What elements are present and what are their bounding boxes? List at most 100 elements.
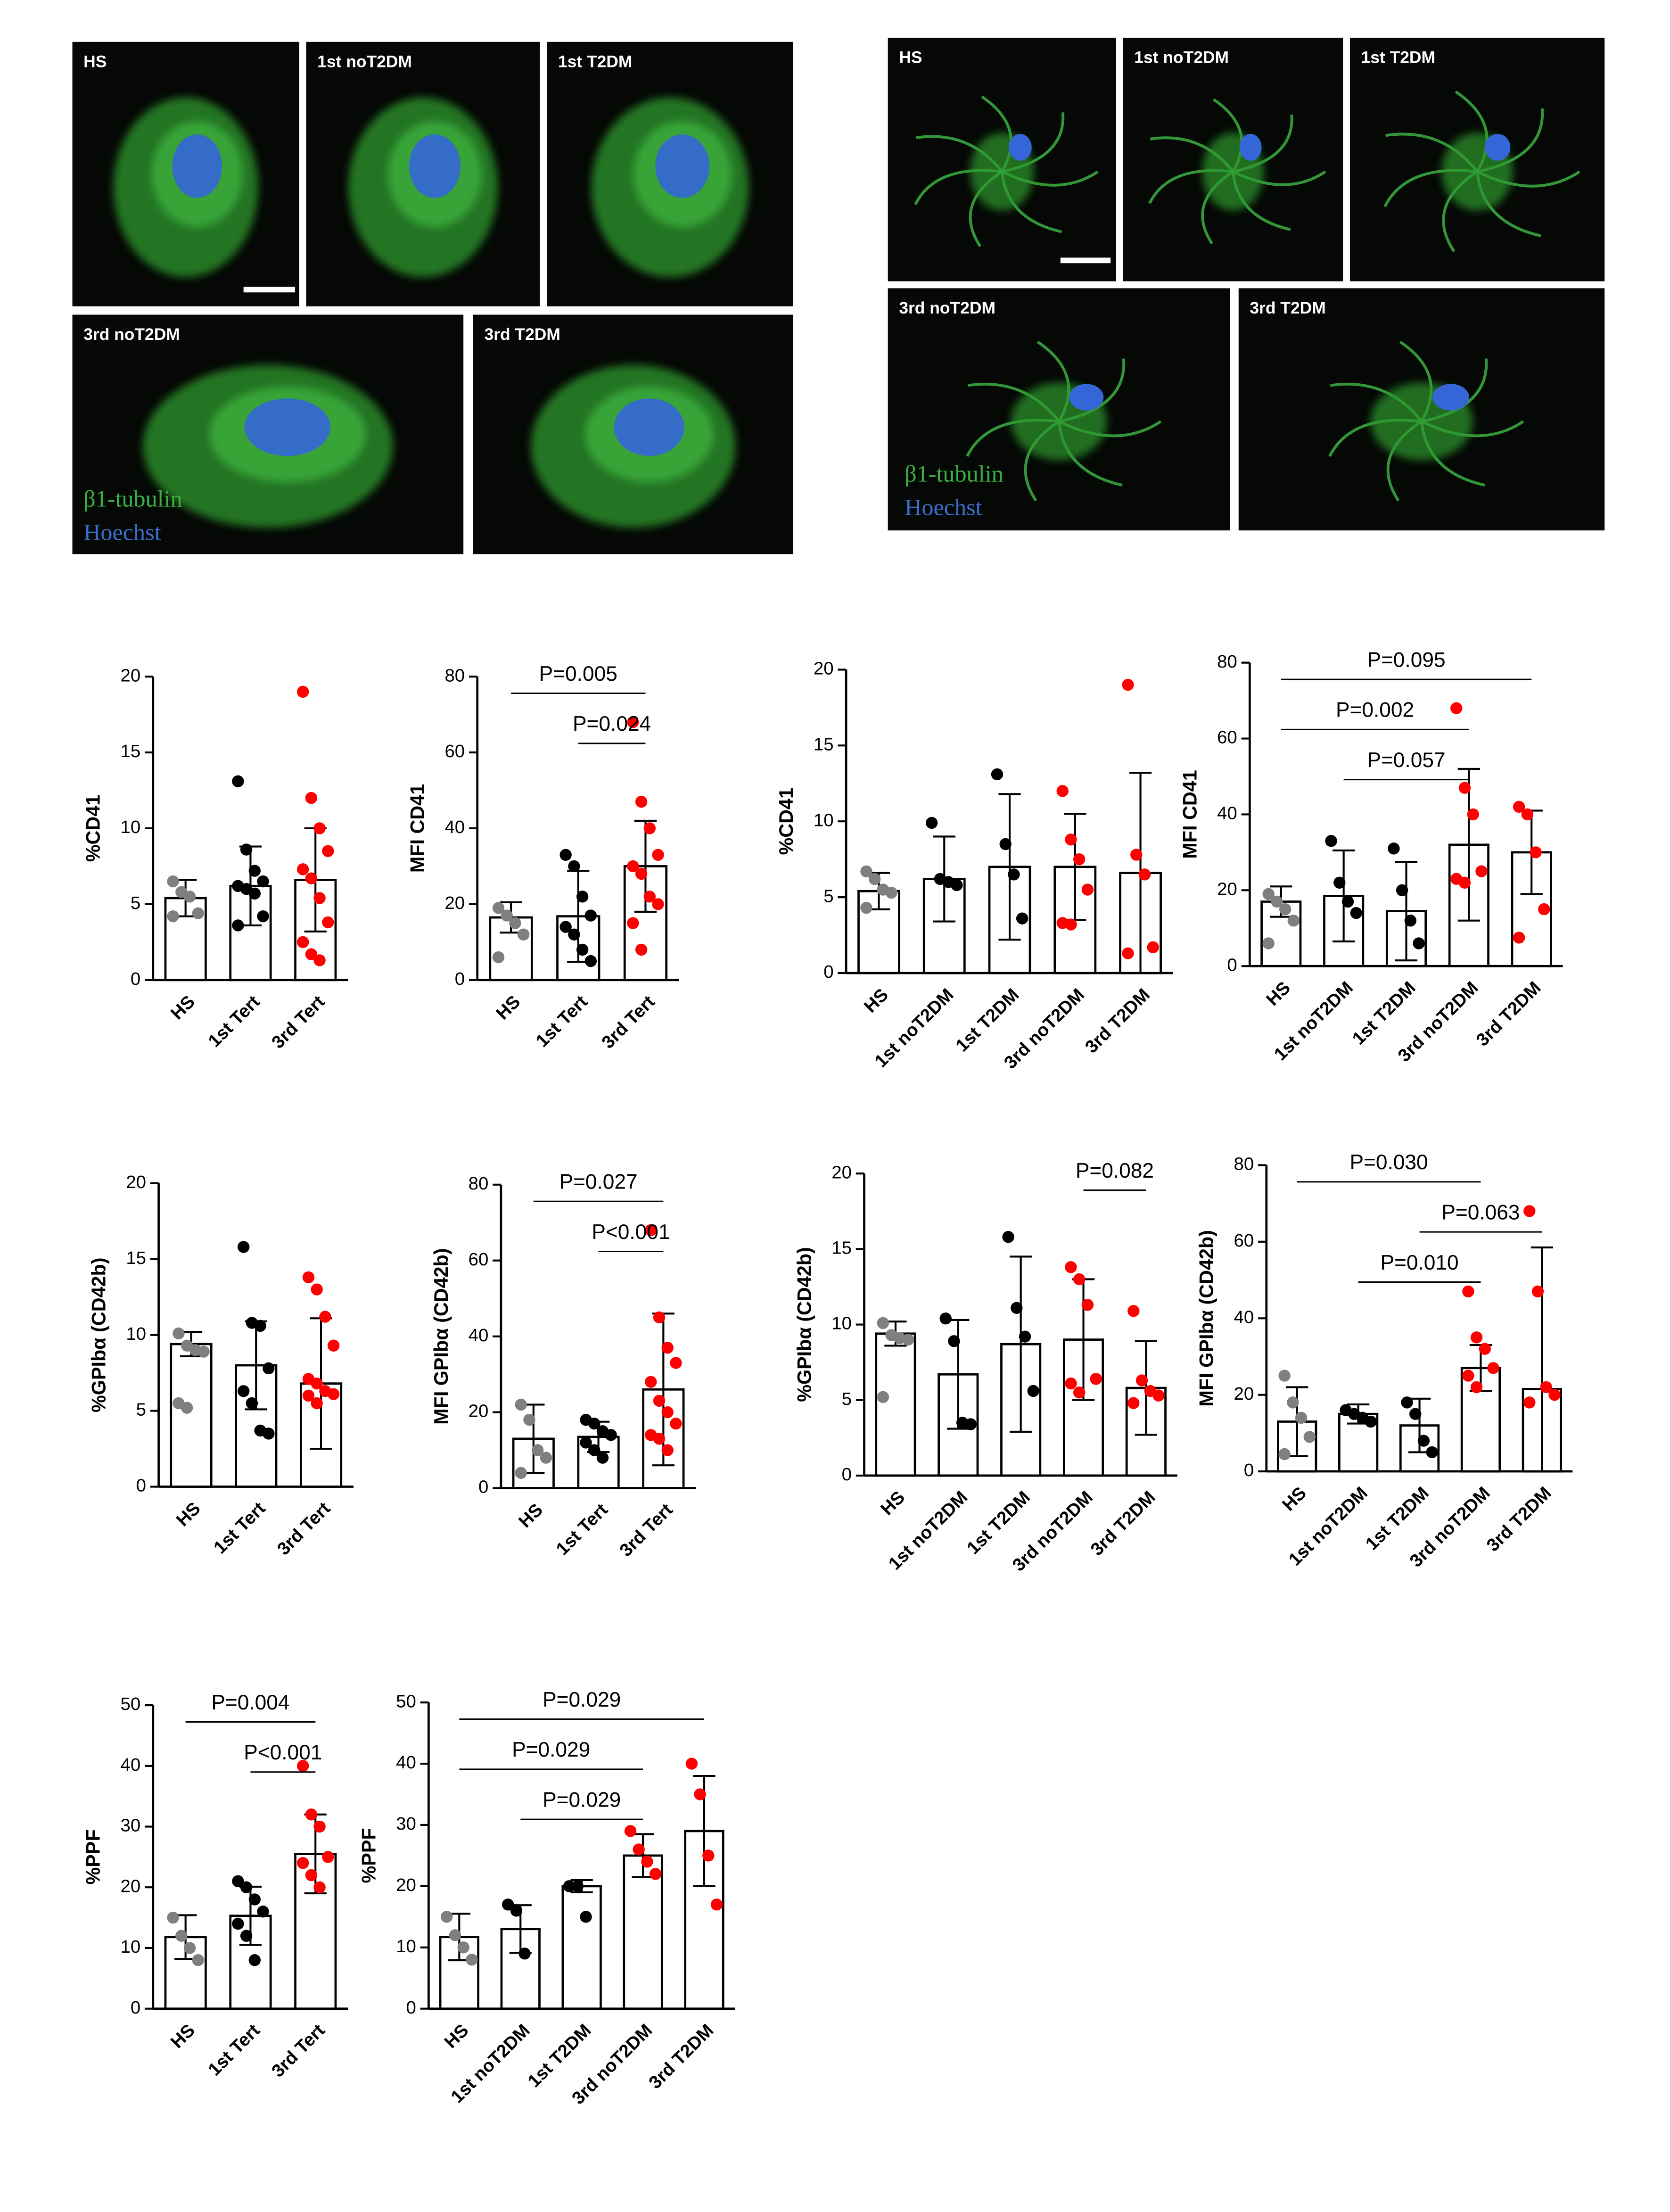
bar bbox=[561, 1885, 602, 2010]
y-tick-label: 60 bbox=[444, 741, 465, 761]
data-point bbox=[1081, 1299, 1094, 1311]
data-point bbox=[257, 1906, 269, 1918]
x-tick-label: 1st Tert bbox=[532, 991, 592, 1051]
data-point bbox=[1487, 1362, 1499, 1374]
data-point bbox=[1365, 1415, 1377, 1428]
data-point bbox=[1127, 1305, 1140, 1317]
data-point bbox=[322, 845, 334, 857]
x-tick-label: 3rd Tert bbox=[273, 1498, 335, 1560]
chart: 0 10 20 30 40 50 %PPF HS 1st Tert 3rd Tert P=0.004… bbox=[82, 1691, 348, 2081]
p-value: P=0.082 bbox=[1076, 1159, 1154, 1182]
data-point bbox=[1538, 903, 1550, 916]
y-axis-label: %CD41 bbox=[82, 795, 104, 862]
data-point bbox=[518, 1948, 531, 1960]
data-point bbox=[652, 898, 664, 910]
data-point bbox=[1147, 941, 1159, 954]
data-point bbox=[515, 1467, 527, 1479]
data-point bbox=[1462, 1285, 1474, 1298]
data-point bbox=[1417, 1435, 1430, 1447]
x-tick-label: 3rd T2DM bbox=[1483, 1483, 1555, 1555]
data-point bbox=[313, 954, 326, 966]
p-value: P=0.010 bbox=[1380, 1251, 1458, 1274]
y-tick-label: 15 bbox=[814, 734, 834, 754]
error-bar bbox=[1457, 768, 1480, 922]
y-tick-label: 15 bbox=[126, 1248, 146, 1268]
p-value: P<0.001 bbox=[592, 1221, 670, 1244]
y-tick-label: 20 bbox=[1234, 1384, 1254, 1404]
data-point bbox=[588, 1444, 601, 1456]
data-point bbox=[1530, 846, 1542, 858]
panel-label: 1st noT2DM bbox=[1134, 48, 1229, 67]
bar bbox=[623, 1854, 663, 2010]
y-tick-label: 50 bbox=[396, 1691, 416, 1711]
y-tick-label: 0 bbox=[1244, 1460, 1254, 1480]
data-point bbox=[964, 1418, 977, 1430]
data-point bbox=[311, 1283, 323, 1296]
data-point bbox=[197, 1345, 210, 1358]
data-point bbox=[492, 902, 505, 914]
data-point bbox=[1523, 1396, 1536, 1409]
nucleus bbox=[1009, 134, 1032, 161]
p-value: P=0.063 bbox=[1441, 1201, 1520, 1224]
y-tick-label: 10 bbox=[126, 1324, 146, 1344]
x-tick-label: 1st Tert bbox=[204, 991, 264, 1051]
data-point bbox=[860, 865, 872, 878]
data-point bbox=[1462, 1370, 1474, 1382]
y-axis-label: MFI GPIbα (CD42b) bbox=[430, 1248, 452, 1424]
data-point bbox=[643, 822, 656, 834]
y-tick-label: 5 bbox=[131, 893, 140, 913]
micrograph-panel: 1st noT2DM bbox=[1123, 37, 1343, 281]
data-point bbox=[576, 943, 589, 956]
data-point bbox=[1279, 903, 1292, 916]
y-tick-label: 20 bbox=[121, 1876, 141, 1896]
stain-legend: β1-tubulin bbox=[905, 461, 1004, 487]
chart: 0 5 10 15 20 %GPIbα (CD42b) HS 1st Tert 3rd Tert bbox=[88, 1172, 354, 1559]
y-tick-label: 15 bbox=[831, 1238, 852, 1258]
data-point bbox=[1262, 888, 1275, 900]
data-point bbox=[1127, 1397, 1140, 1409]
data-point bbox=[302, 1389, 315, 1402]
data-point bbox=[877, 1391, 889, 1403]
data-point bbox=[305, 1808, 318, 1821]
x-tick-label: HS bbox=[515, 1500, 547, 1532]
data-point bbox=[1002, 1231, 1014, 1243]
x-tick-label: HS bbox=[1262, 978, 1294, 1010]
data-point bbox=[237, 1241, 250, 1253]
data-point bbox=[449, 1929, 461, 1941]
micrograph-set: HS 1st noT2DM 1st T2DM 3rd noT2DM 3rd T2DM β1… bbox=[888, 37, 1605, 531]
y-tick-label: 20 bbox=[469, 1401, 489, 1421]
data-point bbox=[313, 1881, 326, 1893]
data-point bbox=[257, 910, 269, 923]
y-tick-label: 40 bbox=[1234, 1307, 1254, 1327]
y-axis-label: %PPF bbox=[82, 1829, 104, 1884]
data-point bbox=[313, 1820, 326, 1833]
micrograph-panel: 3rd noT2DM bbox=[888, 288, 1231, 531]
data-point bbox=[466, 1954, 478, 1966]
data-point bbox=[311, 1397, 323, 1410]
p-value: P=0.024 bbox=[573, 712, 651, 735]
data-point bbox=[653, 1433, 666, 1445]
x-tick-label: 3rd T2DM bbox=[645, 2020, 717, 2093]
data-point bbox=[305, 948, 318, 960]
y-tick-label: 50 bbox=[121, 1694, 141, 1714]
micrograph-panel: 3rd T2DM bbox=[1238, 288, 1605, 531]
data-point bbox=[167, 875, 179, 888]
data-point bbox=[645, 1224, 657, 1237]
data-point bbox=[635, 795, 648, 808]
error-bar bbox=[1530, 1246, 1553, 1473]
x-tick-label: 1st T2DM bbox=[952, 985, 1023, 1056]
data-point bbox=[305, 1869, 318, 1882]
data-point bbox=[885, 886, 897, 899]
data-point bbox=[502, 1898, 514, 1911]
p-value: P=0.030 bbox=[1350, 1151, 1428, 1174]
data-point bbox=[192, 1954, 204, 1966]
data-point bbox=[1073, 1273, 1086, 1286]
y-tick-label: 10 bbox=[396, 1936, 416, 1956]
data-point bbox=[702, 1849, 715, 1862]
data-point bbox=[1011, 1302, 1023, 1314]
data-point bbox=[1271, 895, 1283, 908]
bar bbox=[170, 1343, 213, 1488]
data-point bbox=[641, 1856, 653, 1868]
data-point bbox=[257, 875, 269, 888]
panel-label: 3rd T2DM bbox=[484, 325, 560, 344]
